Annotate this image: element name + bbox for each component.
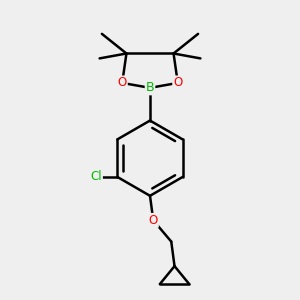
Text: O: O	[118, 76, 127, 89]
Text: B: B	[146, 81, 154, 94]
Text: O: O	[148, 214, 158, 227]
Text: O: O	[173, 76, 182, 89]
Text: Cl: Cl	[90, 170, 102, 184]
